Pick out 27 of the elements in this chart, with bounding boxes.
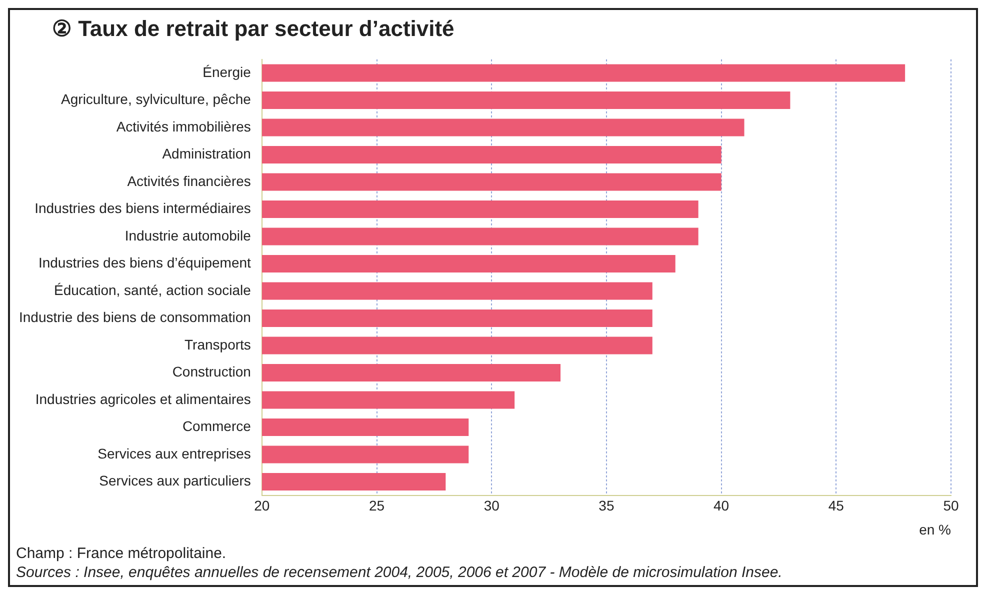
y-tick-label: Administration [162, 146, 251, 162]
x-axis-title: en % [919, 521, 951, 538]
text: Champ : France métropolitaine. [16, 545, 228, 562]
x-tick-label: 40 [714, 498, 730, 514]
y-tick-label: Transports [184, 336, 251, 352]
y-tick-label: Services aux entreprises [98, 445, 251, 462]
x-tick-label: 20 [254, 498, 270, 514]
y-tick-label: Industries des biens intermédiaires [34, 200, 251, 216]
x-tick-label: 45 [828, 498, 844, 514]
y-tick-label: Agriculture, sylviculture, pêche [61, 91, 252, 108]
source-note: Sources : Insee, enquêtes annuelles de recensement 2004, 2005, 2006 et 2007 - Modèle de microsimulation Insee. [16, 564, 784, 581]
y-tick-label: Construction [172, 364, 251, 380]
x-tick-label: 30 [484, 498, 500, 514]
y-tick-label: Industries des biens d’équipement [38, 254, 252, 271]
y-tick-label: Éducation, santé, action sociale [54, 282, 252, 298]
y-tick-label: Activités financières [127, 172, 251, 189]
y-tick-label: Services aux particuliers [99, 472, 251, 489]
y-tick-label: Industrie des biens de consommation [18, 309, 251, 326]
y-tick-label: Activités immobilières [116, 118, 251, 134]
y-tick-label: Industries agricoles et alimentaires [35, 390, 251, 407]
x-tick-label: 25 [368, 498, 385, 514]
y-tick-label: Énergie [202, 64, 252, 80]
y-tick-label: Commerce [182, 418, 252, 434]
chart-title: ② Taux de retrait par secteur d’activité [52, 16, 456, 42]
x-tick-label: 35 [598, 498, 614, 514]
x-tick-label: 50 [943, 498, 959, 514]
y-tick-label: Industrie automobile [124, 227, 252, 244]
